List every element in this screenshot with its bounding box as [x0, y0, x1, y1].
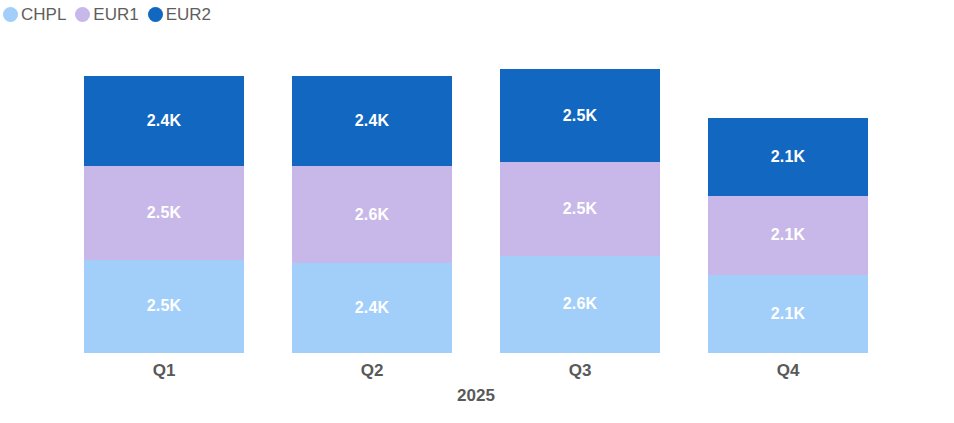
segment-value-label: 2.4K — [147, 112, 182, 130]
x-axis-category-labels: Q1 Q2 Q3 Q4 — [84, 361, 868, 381]
bar-segment-eur2-q1[interactable]: 2.4K — [84, 76, 244, 166]
legend-swatch-circle-icon — [3, 7, 18, 22]
bar-q4: 2.1K 2.1K 2.1K — [708, 118, 868, 354]
segment-value-label: 2.6K — [563, 295, 598, 313]
bar-segment-chpl-q1[interactable]: 2.5K — [84, 260, 244, 354]
bar-segment-eur2-q4[interactable]: 2.1K — [708, 118, 868, 197]
segment-value-label: 2.1K — [771, 305, 806, 323]
segment-value-label: 2.5K — [563, 200, 598, 218]
bar-segment-eur2-q2[interactable]: 2.4K — [292, 76, 452, 166]
segment-value-label: 2.5K — [147, 297, 182, 315]
plot-area: 2.4K 2.5K 2.5K 2.4K 2.6K 2.4K 2.5K 2.5K 2.6K 2.1K… — [84, 0, 868, 353]
segment-value-label: 2.5K — [563, 107, 598, 125]
bar-segment-eur1-q3[interactable]: 2.5K — [500, 162, 660, 256]
legend-label: CHPL — [21, 6, 66, 23]
segment-value-label: 2.1K — [771, 226, 806, 244]
bar-segment-eur2-q3[interactable]: 2.5K — [500, 69, 660, 163]
bar-segment-eur1-q1[interactable]: 2.5K — [84, 166, 244, 260]
bar-q2: 2.4K 2.6K 2.4K — [292, 76, 452, 353]
bar-segment-chpl-q4[interactable]: 2.1K — [708, 275, 868, 354]
bar-segment-chpl-q3[interactable]: 2.6K — [500, 256, 660, 353]
chart-canvas: CHPL EUR1 EUR2 2.4K2.5K2.5K2.4K2.6K2.4K2… — [0, 0, 954, 423]
segment-value-label: 2.5K — [147, 204, 182, 222]
x-axis-title: 2025 — [84, 386, 868, 406]
bar-segment-chpl-q2[interactable]: 2.4K — [292, 263, 452, 353]
x-axis-label-q2: Q2 — [292, 361, 452, 381]
bar-q1: 2.4K 2.5K 2.5K — [84, 76, 244, 353]
x-axis-label-q1: Q1 — [84, 361, 244, 381]
segment-value-label: 2.1K — [771, 148, 806, 166]
x-axis-label-q3: Q3 — [500, 361, 660, 381]
segment-value-label: 2.4K — [355, 299, 390, 317]
legend-item-chpl[interactable]: CHPL — [3, 6, 66, 23]
x-axis-label-q4: Q4 — [708, 361, 868, 381]
segment-value-label: 2.4K — [355, 112, 390, 130]
bar-segment-eur1-q2[interactable]: 2.6K — [292, 166, 452, 263]
segment-value-label: 2.6K — [355, 206, 390, 224]
bar-segment-eur1-q4[interactable]: 2.1K — [708, 196, 868, 275]
bar-q3: 2.5K 2.5K 2.6K — [500, 69, 660, 353]
